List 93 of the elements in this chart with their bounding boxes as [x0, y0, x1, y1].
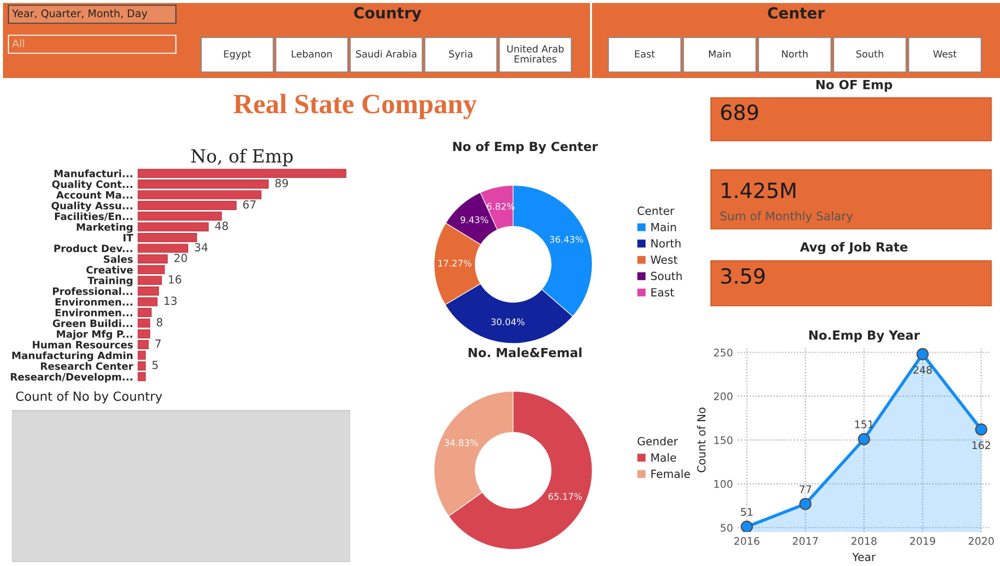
- text: Saudi Arabia: [356, 50, 416, 58]
- data-label: 5: [152, 360, 158, 370]
- y-tick-label: Facilities/En...: [54, 212, 132, 221]
- point: [799, 498, 812, 510]
- data-label: 34: [194, 243, 208, 252]
- text: Sum of Monthly Salary: [720, 211, 853, 223]
- y-tick-label: 250: [714, 348, 732, 356]
- x-tick-label: 2019: [910, 537, 936, 545]
- y-tick-label: Human Resources: [32, 341, 133, 348]
- data-label: 151: [855, 420, 873, 428]
- text: East: [635, 50, 655, 58]
- text: United Arab Emirates: [507, 44, 564, 63]
- data-label: 248: [913, 366, 932, 374]
- y-tick-label: Product Dev...: [54, 244, 132, 252]
- legend-label: Female: [651, 469, 690, 478]
- text: North: [782, 50, 808, 58]
- legend-label: Male: [651, 453, 676, 462]
- data-label: 65.17%: [548, 492, 582, 500]
- text: All: [12, 39, 24, 48]
- data-label: 9.43%: [460, 216, 488, 224]
- x-tick-label: 2017: [792, 537, 818, 545]
- text: Country: [354, 7, 422, 22]
- text: Egypt: [224, 50, 252, 60]
- point: [916, 348, 929, 360]
- data-label: 30.04%: [491, 318, 525, 326]
- text: Avg of Job Rate: [800, 242, 908, 254]
- point: [858, 433, 870, 446]
- text: Main: [709, 50, 730, 58]
- y-tick-label: Training: [88, 276, 132, 286]
- data-label: 20: [174, 254, 187, 262]
- data-label: 89: [275, 178, 288, 188]
- legend-label: West: [650, 256, 678, 264]
- data-label: 77: [800, 485, 812, 493]
- data-label: 34.83%: [444, 439, 478, 446]
- y-axis-title: Count of No: [696, 408, 706, 472]
- y-tick-label: Environmen...: [56, 308, 132, 316]
- x-axis-title: Year: [852, 552, 876, 562]
- y-tick-label: Manufacturi...: [54, 170, 132, 178]
- data-label: 48: [215, 222, 228, 230]
- data-label: 51: [740, 508, 752, 516]
- legend-label: Main: [651, 222, 676, 232]
- chart-title: No, of Emp: [191, 148, 293, 166]
- text: Lebanon: [292, 50, 332, 58]
- y-tick-label: Quality Assu...: [52, 202, 132, 212]
- point: [975, 423, 988, 436]
- y-tick-label: 200: [714, 392, 732, 400]
- y-tick-label: 50: [720, 524, 732, 532]
- y-tick-label: Account Ma...: [56, 191, 132, 199]
- text: 3.59: [721, 268, 765, 284]
- x-tick-label: 2018: [852, 537, 877, 545]
- y-tick-label: Sales: [104, 255, 133, 263]
- legend-title: Center: [638, 206, 674, 215]
- text: Center: [768, 7, 825, 19]
- y-tick-label: Marketing: [76, 223, 132, 233]
- y-tick-label: Manufacturing Admin: [12, 351, 132, 362]
- text: South: [856, 50, 884, 58]
- legend-label: East: [651, 288, 674, 296]
- point: [740, 520, 753, 532]
- y-tick-label: IT: [124, 234, 134, 242]
- legend-label: North: [651, 238, 680, 248]
- text: Syria: [449, 50, 472, 60]
- legend-title: Gender: [638, 436, 678, 446]
- text: 1.425M: [722, 182, 796, 198]
- data-label: 36.43%: [550, 236, 584, 243]
- text: Count of No by Country: [16, 391, 162, 404]
- y-tick-label: 150: [714, 436, 732, 444]
- chart-title: No.Emp By Year: [809, 330, 920, 342]
- text: No OF Emp: [816, 80, 892, 92]
- y-tick-label: Quality Cont...: [52, 180, 132, 190]
- data-label: 8: [156, 318, 162, 326]
- x-tick-label: 2020: [968, 537, 994, 545]
- text: Year, Quarter, Month, Day: [12, 9, 148, 20]
- legend-label: South: [651, 272, 682, 280]
- x-tick-label: 2016: [734, 537, 760, 545]
- data-label: 7: [155, 340, 161, 348]
- data-label: 17.27%: [438, 260, 472, 267]
- data-label: 67: [243, 200, 256, 209]
- y-tick-label: 100: [714, 480, 732, 488]
- data-label: 162: [972, 441, 990, 450]
- data-label: 16: [168, 275, 182, 284]
- text: Real State Company: [234, 94, 477, 120]
- y-tick-label: Green Buildi...: [52, 319, 132, 328]
- chart-title: No. Male&Femal: [468, 348, 582, 358]
- data-label: 13: [164, 296, 177, 305]
- text: 689: [721, 104, 758, 120]
- y-tick-label: Major Mfg P...: [56, 330, 132, 340]
- y-tick-label: Professional...: [52, 287, 132, 295]
- y-tick-label: Research Center: [40, 362, 134, 370]
- chart-title: No of Emp By Center: [453, 141, 598, 154]
- y-tick-label: Research/Developm...: [10, 372, 132, 383]
- y-tick-label: Creative: [86, 266, 133, 274]
- y-tick-label: Environmen...: [56, 298, 132, 306]
- text: West: [933, 50, 957, 58]
